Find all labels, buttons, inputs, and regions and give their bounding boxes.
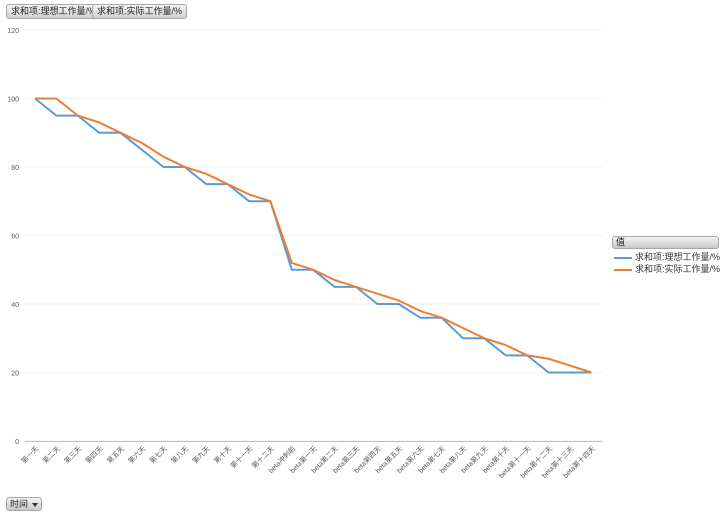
y-tick-label: 0 bbox=[15, 439, 19, 446]
gridlines bbox=[25, 29, 602, 442]
legend-item-actual: 求和项:实际工作量/% bbox=[614, 263, 720, 275]
x-tick-label: 第三天 bbox=[62, 444, 83, 465]
legend-swatch-actual bbox=[614, 268, 632, 271]
x-tick-label: 第五天 bbox=[105, 444, 126, 465]
y-tick-label: 40 bbox=[11, 302, 19, 309]
x-tick-label: 第一天 bbox=[19, 444, 40, 465]
legend-label-actual: 求和项:实际工作量/% bbox=[635, 264, 720, 274]
x-axis-ticks: 第一天 第二天 第三天 第四天 第五天 第六天 第七天 第八天 第九天 第十天第十一天第十二天be… bbox=[19, 444, 597, 480]
x-tick-label: 第九天 bbox=[190, 444, 211, 465]
y-tick-label: 120 bbox=[7, 28, 19, 35]
legend-swatch-ideal bbox=[614, 256, 632, 259]
y-tick-label: 80 bbox=[11, 165, 19, 172]
series-lines bbox=[34, 97, 592, 374]
y-tick-label: 60 bbox=[11, 234, 19, 241]
chevron-down-icon[interactable] bbox=[32, 502, 39, 507]
legend-item-ideal: 求和项:理想工作量/% bbox=[614, 251, 720, 263]
x-tick-label: 第十天 bbox=[212, 444, 233, 465]
x-tick-label: 第二天 bbox=[41, 444, 62, 465]
axis-field-button[interactable]: 时间 bbox=[6, 497, 43, 511]
series-line-actual[interactable] bbox=[35, 97, 592, 374]
y-axis-ticks: 0 20 40 60 80 100 120 bbox=[7, 28, 19, 446]
x-tick-label: 第六天 bbox=[126, 444, 147, 465]
x-tick-label: 第十一天 bbox=[228, 444, 254, 470]
legend-label-ideal: 求和项:理想工作量/% bbox=[635, 252, 720, 262]
x-tick-label: 第八天 bbox=[169, 444, 190, 465]
x-tick-label: 第七天 bbox=[148, 444, 169, 465]
legend-title[interactable]: 值 bbox=[612, 236, 719, 249]
x-tick-label: 第四天 bbox=[83, 444, 104, 465]
y-tick-label: 20 bbox=[11, 371, 19, 378]
field-button-actual[interactable]: 求和项:实际工作量/% bbox=[92, 4, 188, 19]
axis-field-label: 时间 bbox=[10, 499, 29, 509]
y-tick-label: 100 bbox=[7, 97, 19, 104]
